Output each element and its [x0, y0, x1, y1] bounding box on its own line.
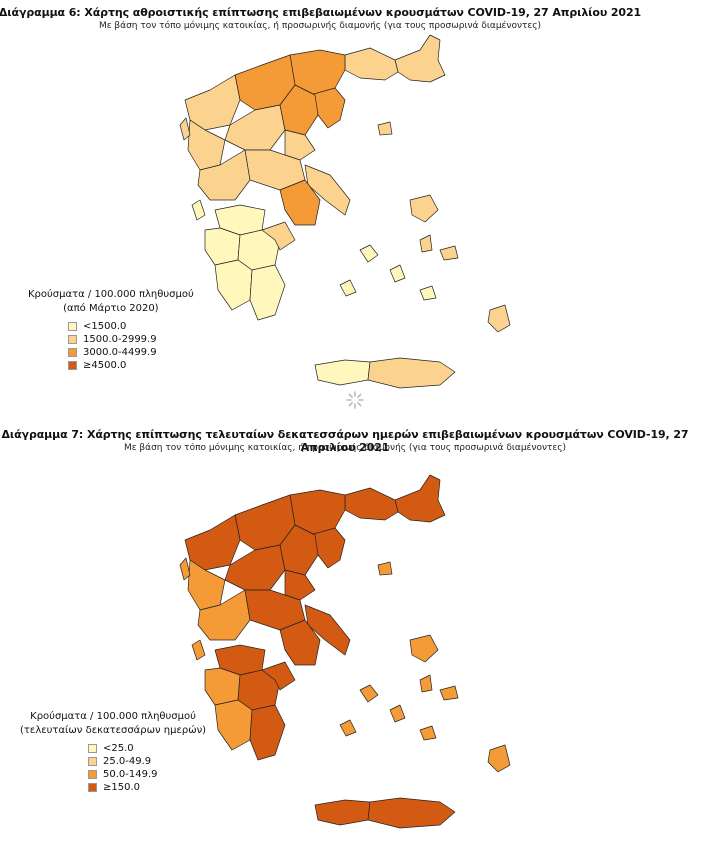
- legend-label: ≥150.0: [103, 782, 141, 793]
- region-shape: [244, 589, 306, 631]
- region-shape: [284, 569, 316, 601]
- map-panel-14day: Διάγραμμα 7: Χάρτης επίπτωσης τελευταίων…: [0, 420, 710, 850]
- legend-swatch: [88, 757, 97, 766]
- region-shape: [359, 244, 379, 263]
- legend-swatch: [68, 335, 77, 344]
- legend-item: 25.0-49.9: [88, 755, 206, 768]
- region-shape: [409, 194, 439, 223]
- region-shape: [339, 719, 357, 737]
- region-shape: [191, 639, 206, 661]
- region-shape: [244, 149, 306, 191]
- region-shape: [314, 359, 371, 386]
- region-shape: [339, 279, 357, 297]
- legend-label: 25.0-49.9: [103, 756, 152, 767]
- region-shape: [344, 47, 399, 81]
- map-panel-cumulative: Διάγραμμα 6: Χάρτης αθροιστικής επίπτωση…: [0, 0, 710, 420]
- legend-item: 50.0-149.9: [88, 768, 206, 781]
- legend-swatch: [68, 322, 77, 331]
- loading-spinner-icon: [346, 391, 364, 409]
- legend-swatch: [88, 783, 97, 792]
- region-shape: [377, 121, 393, 136]
- greece-choropleth-map-14day: [179, 474, 511, 829]
- region-shape: [261, 221, 296, 251]
- legend-label: <25.0: [103, 743, 134, 754]
- legend-item: ≥4500.0: [68, 359, 194, 372]
- region-shape: [224, 544, 286, 591]
- legend-item: 3000.0-4499.9: [68, 346, 194, 359]
- legend-label: <1500.0: [83, 321, 127, 332]
- legend-subtitle: (τελευταίων δεκατεσσάρων ημερών): [20, 725, 207, 736]
- region-shape: [179, 557, 191, 581]
- legend-label: ≥4500.0: [83, 360, 127, 371]
- region-shape: [439, 245, 459, 261]
- region-shape: [394, 474, 446, 523]
- region-shape: [419, 674, 433, 693]
- legend-subtitle: (από Μάρτιο 2020): [63, 303, 159, 314]
- region-shape: [191, 199, 206, 221]
- region-shape: [409, 634, 439, 663]
- legend-swatch: [68, 361, 77, 370]
- region-shape: [419, 285, 437, 301]
- region-shape: [359, 684, 379, 703]
- legend-item: <25.0: [88, 742, 206, 755]
- region-shape: [419, 234, 433, 253]
- legend-item: 1500.0-2999.9: [68, 333, 194, 346]
- region-shape: [394, 34, 446, 83]
- region-shape: [249, 264, 286, 321]
- region-shape: [197, 149, 251, 201]
- legend-label: 1500.0-2999.9: [83, 334, 157, 345]
- legend-item: <1500.0: [68, 320, 194, 333]
- region-shape: [214, 699, 253, 751]
- map-subtitle-cumulative: Με βάση τον τόπο μόνιμης κατοικίας, ή πρ…: [98, 21, 542, 31]
- legend-swatch: [88, 744, 97, 753]
- region-shape: [439, 685, 459, 701]
- region-shape: [487, 304, 511, 333]
- legend-swatch: [68, 348, 77, 357]
- region-shape: [314, 799, 371, 826]
- region-shape: [214, 259, 253, 311]
- greece-choropleth-map-cumulative: [179, 34, 511, 389]
- legend-title: Κρούσματα / 100.000 πληθυσμού: [30, 711, 196, 722]
- region-shape: [204, 227, 241, 266]
- region-shape: [419, 725, 437, 741]
- legend-swatch: [88, 770, 97, 779]
- region-shape: [179, 117, 191, 141]
- legend-cumulative: Κρούσματα / 100.000 πληθυσμού (από Μάρτι…: [28, 288, 194, 372]
- region-shape: [377, 561, 393, 576]
- legend-label: 3000.0-4499.9: [83, 347, 157, 358]
- region-shape: [204, 667, 241, 706]
- region-shape: [344, 487, 399, 521]
- region-shape: [367, 797, 456, 829]
- legend-item: ≥150.0: [88, 781, 206, 794]
- region-shape: [249, 704, 286, 761]
- region-shape: [197, 589, 251, 641]
- region-shape: [261, 661, 296, 691]
- legend-title: Κρούσματα / 100.000 πληθυσμού: [28, 289, 194, 300]
- region-shape: [279, 619, 321, 666]
- map-subtitle-14day: Με βάση τον τόπο μόνιμης κατοικίας, ή πρ…: [123, 443, 567, 453]
- legend-14day: Κρούσματα / 100.000 πληθυσμού (τελευταίω…: [20, 710, 206, 794]
- region-shape: [389, 264, 406, 283]
- region-shape: [367, 357, 456, 389]
- region-shape: [487, 744, 511, 773]
- region-shape: [284, 129, 316, 161]
- region-shape: [224, 104, 286, 151]
- map-title-cumulative: Διάγραμμα 6: Χάρτης αθροιστικής επίπτωση…: [0, 6, 642, 19]
- legend-label: 50.0-149.9: [103, 769, 158, 780]
- map-title-14day: Διάγραμμα 7: Χάρτης επίπτωσης τελευταίων…: [1, 428, 689, 454]
- region-shape: [389, 704, 406, 723]
- region-shape: [279, 179, 321, 226]
